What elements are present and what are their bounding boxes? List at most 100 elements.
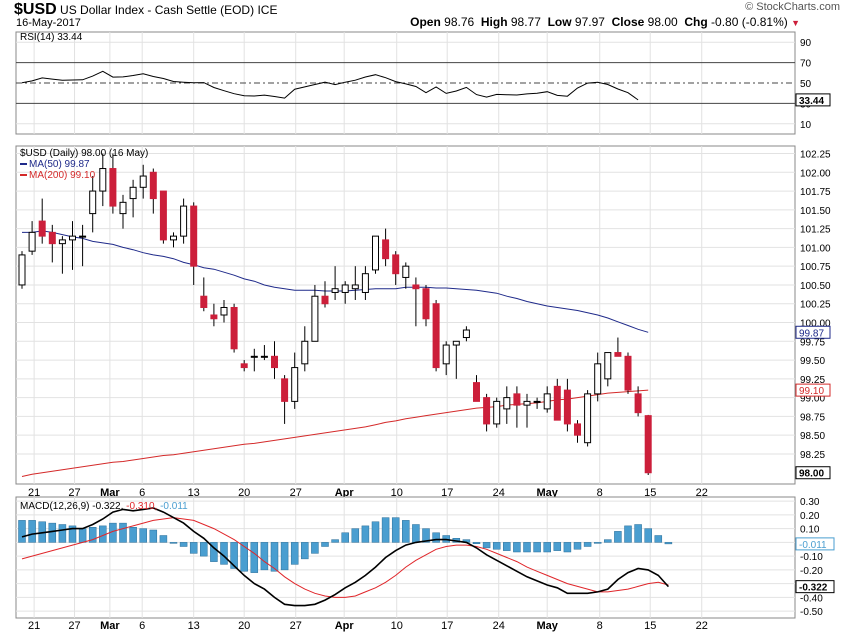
- macd-histogram-bar: [513, 542, 521, 553]
- rsi-axis-tick-label: 50: [800, 79, 812, 90]
- price-axis-tick-label: 101.25: [800, 225, 831, 236]
- candle-body: [79, 235, 87, 238]
- macd-legend-part: MACD(12,26,9): [20, 501, 92, 512]
- macd-histogram-bar: [58, 524, 67, 543]
- price-axis-tick-label: 99.00: [800, 394, 825, 405]
- rsi-price-tag-label: 33.44: [799, 96, 824, 107]
- macd-histogram-bar: [553, 542, 562, 551]
- price-axis-tick-label: 98.75: [800, 412, 825, 423]
- macd-x-label: 15: [644, 620, 656, 632]
- macd-histogram-bar: [583, 542, 592, 547]
- candle-body: [624, 355, 632, 391]
- price-x-label: 24: [493, 487, 505, 499]
- candle-body: [513, 393, 521, 406]
- price-axis-tick-label: 101.50: [800, 206, 831, 217]
- candle-body: [543, 393, 551, 410]
- candle-body: [119, 201, 127, 215]
- macd-histogram-bar: [260, 542, 269, 571]
- candle-body: [18, 254, 26, 286]
- macd-histogram-bar: [472, 542, 481, 544]
- price-price-tag-label: 99.10: [799, 386, 824, 397]
- macd-histogram-bar: [634, 524, 642, 543]
- macd-x-label: 10: [391, 620, 403, 632]
- chart-panels: 1030507090RSI(14) 33.4433.4498.2598.5098…: [15, 31, 835, 632]
- macd-legend: MACD(12,26,9) -0.322, -0.310, -0.011: [20, 501, 188, 512]
- macd-histogram-bar: [189, 542, 198, 554]
- candle-body: [422, 288, 430, 320]
- price-axis-tick-label: 100.75: [800, 262, 831, 273]
- rsi-line: [21, 70, 639, 101]
- macd-histogram-bar: [614, 531, 622, 543]
- candle-body: [382, 239, 390, 260]
- macd-x-label: 27: [68, 620, 80, 632]
- macd-histogram-bar: [250, 542, 259, 573]
- exchange: ICE: [257, 3, 278, 17]
- price-price-tag: [795, 383, 831, 397]
- macd-x-label: Apr: [335, 620, 355, 632]
- candle-body: [351, 284, 359, 290]
- macd-signal-line: [21, 517, 669, 598]
- macd-histogram-bar: [533, 542, 541, 553]
- macd-histogram-bar: [149, 529, 158, 543]
- candle-body: [553, 385, 561, 421]
- macd-histogram-bar: [503, 542, 511, 551]
- price-x-label: Apr: [335, 487, 355, 499]
- price-axis-tick-label: 100.25: [800, 300, 831, 311]
- candle-body: [48, 231, 56, 245]
- candle-body: [563, 389, 571, 425]
- rsi-legend: RSI(14) 33.44: [20, 32, 83, 43]
- candle-body: [38, 220, 46, 237]
- macd-price-tag-label: -0.322: [799, 583, 828, 594]
- price-axis-tick-label: 100.50: [800, 281, 831, 292]
- rsi-axis-tick-label: 90: [800, 38, 812, 49]
- candle-body: [462, 329, 470, 339]
- macd-line: [21, 507, 669, 607]
- macd-axis-tick-label: -0.10: [800, 552, 823, 563]
- macd-histogram-bar: [331, 539, 339, 543]
- macd-legend-part: -0.310,: [126, 501, 160, 512]
- candle-body: [392, 254, 400, 275]
- macd-histogram-bar: [159, 535, 168, 543]
- macd-x-label: 20: [238, 620, 250, 632]
- macd-histogram-bar: [644, 528, 652, 543]
- macd-histogram-bar: [139, 528, 147, 543]
- macd-histogram-bar: [543, 542, 551, 553]
- candle-body: [220, 306, 228, 316]
- macd-histogram-bar: [321, 542, 329, 547]
- price-axis-tick-label: 99.50: [800, 356, 825, 367]
- down-arrow-icon: ▼: [791, 18, 800, 28]
- candle-body: [109, 168, 117, 207]
- price-x-label: 17: [441, 487, 453, 499]
- candle-body: [402, 265, 410, 278]
- price-price-tag-label: 98.00: [799, 469, 824, 480]
- price-price-tag: [795, 466, 831, 480]
- price-axis-tick-label: 100.00: [800, 319, 831, 330]
- price-axis-tick-label: 101.75: [800, 187, 831, 198]
- macd-histogram-bar: [119, 522, 127, 543]
- candle-body: [129, 186, 137, 200]
- price-axis-tick-label: 102.25: [800, 150, 831, 161]
- candle-body: [28, 231, 36, 252]
- macd-axis-tick-label: -0.40: [800, 593, 823, 604]
- candle-body: [230, 306, 238, 350]
- price-axis-tick-label: 101.00: [800, 243, 831, 254]
- macd-axis-tick-label: 0.20: [800, 511, 820, 522]
- candle-body: [301, 340, 309, 365]
- macd-histogram-bar: [351, 528, 360, 543]
- macd-price-tag-label: -0.011: [799, 540, 827, 551]
- candle-body: [341, 284, 349, 293]
- symbol: $USD: [14, 1, 57, 18]
- candle-body: [503, 397, 511, 410]
- candle-body: [240, 363, 248, 369]
- chg-value: -0.80 (-0.81%): [711, 15, 788, 29]
- macd-histogram-bar: [18, 520, 26, 543]
- macd-histogram-bar: [624, 525, 632, 543]
- macd-x-label: Mar: [100, 620, 120, 632]
- low-label: Low: [547, 15, 572, 29]
- candle-body: [250, 355, 258, 358]
- price-axis-tick-label: 102.00: [800, 168, 831, 179]
- candle-body: [99, 168, 107, 192]
- candle-body: [493, 400, 501, 425]
- macd-price-tag: [795, 537, 835, 551]
